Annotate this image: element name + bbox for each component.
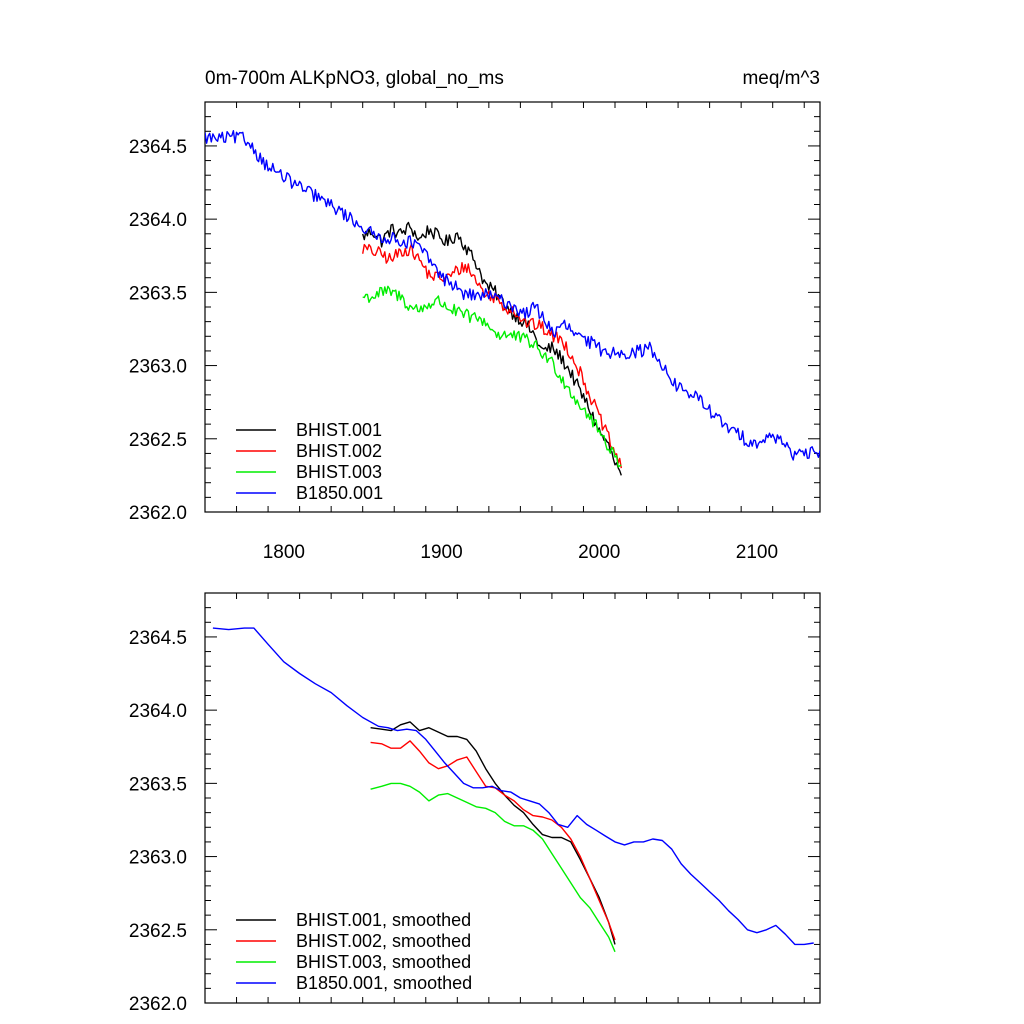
x-tick-label: 1900 — [420, 542, 462, 563]
legend-label: BHIST.003 — [296, 462, 382, 482]
series-line — [362, 221, 622, 476]
series-line — [362, 243, 622, 469]
y-tick-label: 2363.0 — [129, 848, 187, 869]
legend-label: B1850.001 — [296, 483, 383, 503]
y-tick-label: 2362.0 — [129, 994, 187, 1015]
x-tick-label: 2000 — [578, 542, 620, 563]
y-tick-label: 2364.0 — [129, 210, 187, 231]
y-tick-label: 2362.5 — [129, 921, 187, 942]
series-line — [370, 721, 616, 945]
series-line — [212, 627, 814, 946]
y-tick-label: 2362.0 — [129, 503, 187, 524]
legend-label: B1850.001, smoothed — [296, 973, 472, 993]
legend-label: BHIST.003, smoothed — [296, 952, 471, 972]
legend-label: BHIST.001, smoothed — [296, 910, 471, 930]
y-tick-label: 2364.0 — [129, 701, 187, 722]
y-tick-label: 2364.5 — [129, 628, 187, 649]
y-tick-label: 2362.5 — [129, 430, 187, 451]
y-tick-label: 2363.5 — [129, 283, 187, 304]
x-tick-label: 2100 — [736, 542, 778, 563]
top-panel: 2362.0 2362.5 2363.0 2363.5 2364.0 2364.5 1800… — [129, 68, 821, 563]
legend-label: BHIST.001 — [296, 420, 382, 440]
legend-label: BHIST.002, smoothed — [296, 931, 471, 951]
y-tick-label: 2363.0 — [129, 357, 187, 378]
series-line — [362, 285, 622, 468]
x-tick-label: 1800 — [263, 542, 305, 563]
series-line — [370, 782, 616, 953]
legend-label: BHIST.002 — [296, 441, 382, 461]
bottom-panel: 2362.0 2362.5 2363.0 2363.5 2364.0 2364.5 BHIS… — [129, 592, 821, 1015]
y-tick-label: 2363.5 — [129, 774, 187, 795]
y-tick-label: 2364.5 — [129, 137, 187, 158]
series-line — [205, 130, 820, 461]
units-label: meq/m^3 — [742, 68, 820, 89]
chart-title: 0m-700m ALKpNO3, global_no_ms — [205, 68, 504, 89]
